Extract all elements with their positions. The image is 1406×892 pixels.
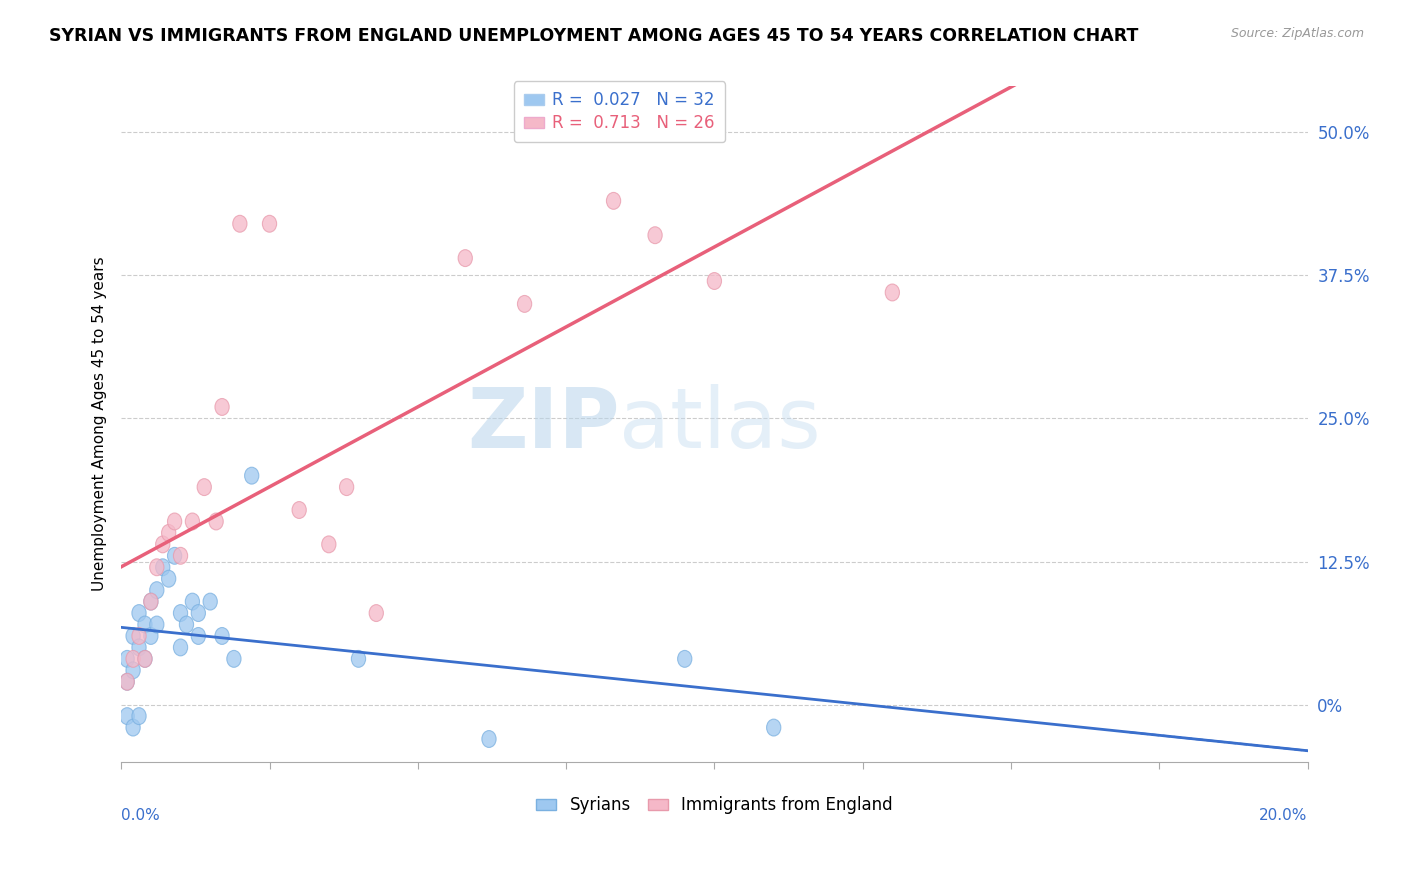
Ellipse shape (173, 548, 187, 565)
Ellipse shape (167, 513, 181, 530)
Ellipse shape (132, 639, 146, 656)
Ellipse shape (167, 548, 181, 565)
Ellipse shape (707, 273, 721, 290)
Ellipse shape (132, 605, 146, 622)
Ellipse shape (215, 627, 229, 644)
Ellipse shape (482, 731, 496, 747)
Ellipse shape (678, 650, 692, 667)
Ellipse shape (215, 399, 229, 416)
Ellipse shape (143, 627, 157, 644)
Ellipse shape (143, 593, 157, 610)
Ellipse shape (173, 639, 187, 656)
Ellipse shape (517, 295, 531, 312)
Ellipse shape (162, 524, 176, 541)
Text: 20.0%: 20.0% (1260, 808, 1308, 822)
Ellipse shape (127, 719, 141, 736)
Ellipse shape (138, 616, 152, 633)
Ellipse shape (149, 582, 165, 599)
Text: atlas: atlas (620, 384, 821, 465)
Ellipse shape (233, 215, 247, 232)
Ellipse shape (143, 593, 157, 610)
Ellipse shape (263, 215, 277, 232)
Ellipse shape (186, 593, 200, 610)
Ellipse shape (120, 673, 134, 690)
Y-axis label: Unemployment Among Ages 45 to 54 years: Unemployment Among Ages 45 to 54 years (93, 257, 107, 591)
Text: 0.0%: 0.0% (121, 808, 160, 822)
Ellipse shape (209, 513, 224, 530)
Ellipse shape (149, 558, 165, 575)
Ellipse shape (149, 616, 165, 633)
Ellipse shape (127, 662, 141, 679)
Ellipse shape (322, 536, 336, 553)
Ellipse shape (120, 707, 134, 724)
Ellipse shape (127, 627, 141, 644)
Ellipse shape (191, 627, 205, 644)
Legend: Syrians, Immigrants from England: Syrians, Immigrants from England (530, 789, 900, 822)
Ellipse shape (648, 227, 662, 244)
Ellipse shape (173, 605, 187, 622)
Ellipse shape (132, 627, 146, 644)
Ellipse shape (886, 284, 900, 301)
Text: Source: ZipAtlas.com: Source: ZipAtlas.com (1230, 27, 1364, 40)
Ellipse shape (458, 250, 472, 267)
Ellipse shape (120, 650, 134, 667)
Ellipse shape (245, 467, 259, 484)
Ellipse shape (292, 501, 307, 518)
Ellipse shape (766, 719, 780, 736)
Ellipse shape (226, 650, 240, 667)
Ellipse shape (202, 593, 218, 610)
Ellipse shape (606, 193, 620, 210)
Ellipse shape (138, 650, 152, 667)
Ellipse shape (120, 673, 134, 690)
Ellipse shape (186, 513, 200, 530)
Ellipse shape (132, 707, 146, 724)
Ellipse shape (156, 558, 170, 575)
Text: SYRIAN VS IMMIGRANTS FROM ENGLAND UNEMPLOYMENT AMONG AGES 45 TO 54 YEARS CORRELA: SYRIAN VS IMMIGRANTS FROM ENGLAND UNEMPL… (49, 27, 1139, 45)
Ellipse shape (162, 570, 176, 587)
Ellipse shape (127, 650, 141, 667)
Ellipse shape (339, 479, 354, 496)
Ellipse shape (138, 650, 152, 667)
Ellipse shape (180, 616, 194, 633)
Ellipse shape (352, 650, 366, 667)
Ellipse shape (191, 605, 205, 622)
Ellipse shape (370, 605, 384, 622)
Ellipse shape (197, 479, 211, 496)
Ellipse shape (156, 536, 170, 553)
Text: ZIP: ZIP (467, 384, 620, 465)
